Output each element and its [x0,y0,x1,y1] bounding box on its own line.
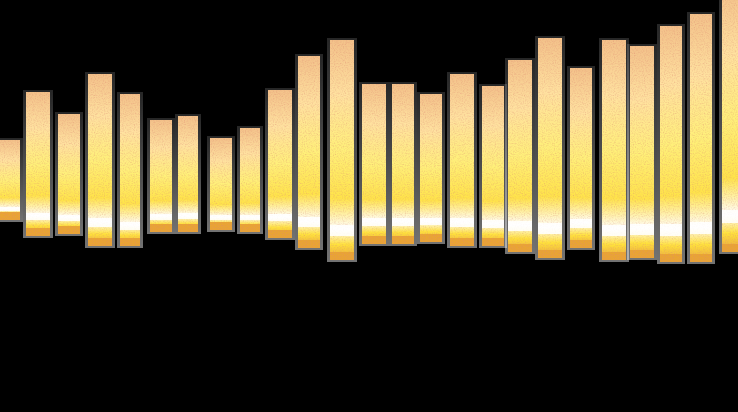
light-column [210,138,232,230]
light-column-base [0,212,20,220]
light-column [482,86,504,246]
light-column-base [420,234,442,242]
light-column-highlight [298,217,320,227]
light-column-highlight [88,218,112,227]
light-column-base [570,240,592,248]
light-column-highlight [722,210,738,223]
light-column-highlight [508,221,532,231]
light-column [570,68,592,248]
light-column [150,120,172,232]
light-column [298,56,320,248]
light-column-highlight [660,224,682,236]
light-column-base [210,222,232,230]
light-column [26,92,50,236]
light-column-highlight [268,214,292,221]
light-column-base [690,254,712,262]
light-column [450,74,474,246]
light-column [392,84,414,244]
light-column-highlight [570,219,592,228]
light-column-highlight [150,214,172,220]
light-column [268,90,292,238]
light-column-highlight [120,222,140,230]
light-column [120,94,140,246]
light-column-highlight [362,218,386,226]
light-column-highlight [392,218,414,226]
light-column-base [660,254,682,262]
light-column-highlight [690,222,712,234]
light-column [88,74,112,246]
light-column-highlight [210,215,232,220]
light-column-base [120,238,140,246]
light-column [178,116,198,232]
light-column-base [240,224,260,232]
light-column-base [722,244,738,252]
light-column [330,40,354,260]
light-column [690,14,712,262]
light-column-highlight [482,220,504,228]
light-column [602,40,626,260]
light-column-highlight [538,223,562,234]
light-column [660,26,682,262]
light-column-highlight [630,224,654,235]
light-column-base [450,238,474,246]
light-column-base [362,236,386,244]
light-column [538,38,562,258]
light-column-base [482,238,504,246]
light-column-highlight [178,213,198,219]
light-column-highlight [240,215,260,220]
light-column-base [392,236,414,244]
light-column [508,60,532,252]
light-column [630,46,654,258]
light-column-highlight [330,225,354,236]
light-column [722,0,738,252]
light-column-base [630,250,654,258]
light-column-base [330,252,354,260]
light-column-base [26,228,50,236]
light-column-highlight [26,213,50,220]
light-column-base [602,252,626,260]
light-column-base [58,226,80,234]
light-column-base [268,230,292,238]
light-column-highlight [450,218,474,227]
light-column [58,114,80,234]
light-column [240,128,260,232]
light-column-highlight [602,225,626,236]
light-column [362,84,386,244]
light-column-highlight [420,218,442,225]
light-column-base [508,244,532,252]
light-column [420,94,442,242]
light-column-highlight [0,207,20,211]
light-column-base [88,238,112,246]
light-column-base [298,240,320,248]
light-column [0,140,20,220]
light-column-highlight [58,215,80,221]
column-group [0,0,738,264]
light-column-base [150,224,172,232]
light-column-base [178,224,198,232]
light-column-base [538,250,562,258]
